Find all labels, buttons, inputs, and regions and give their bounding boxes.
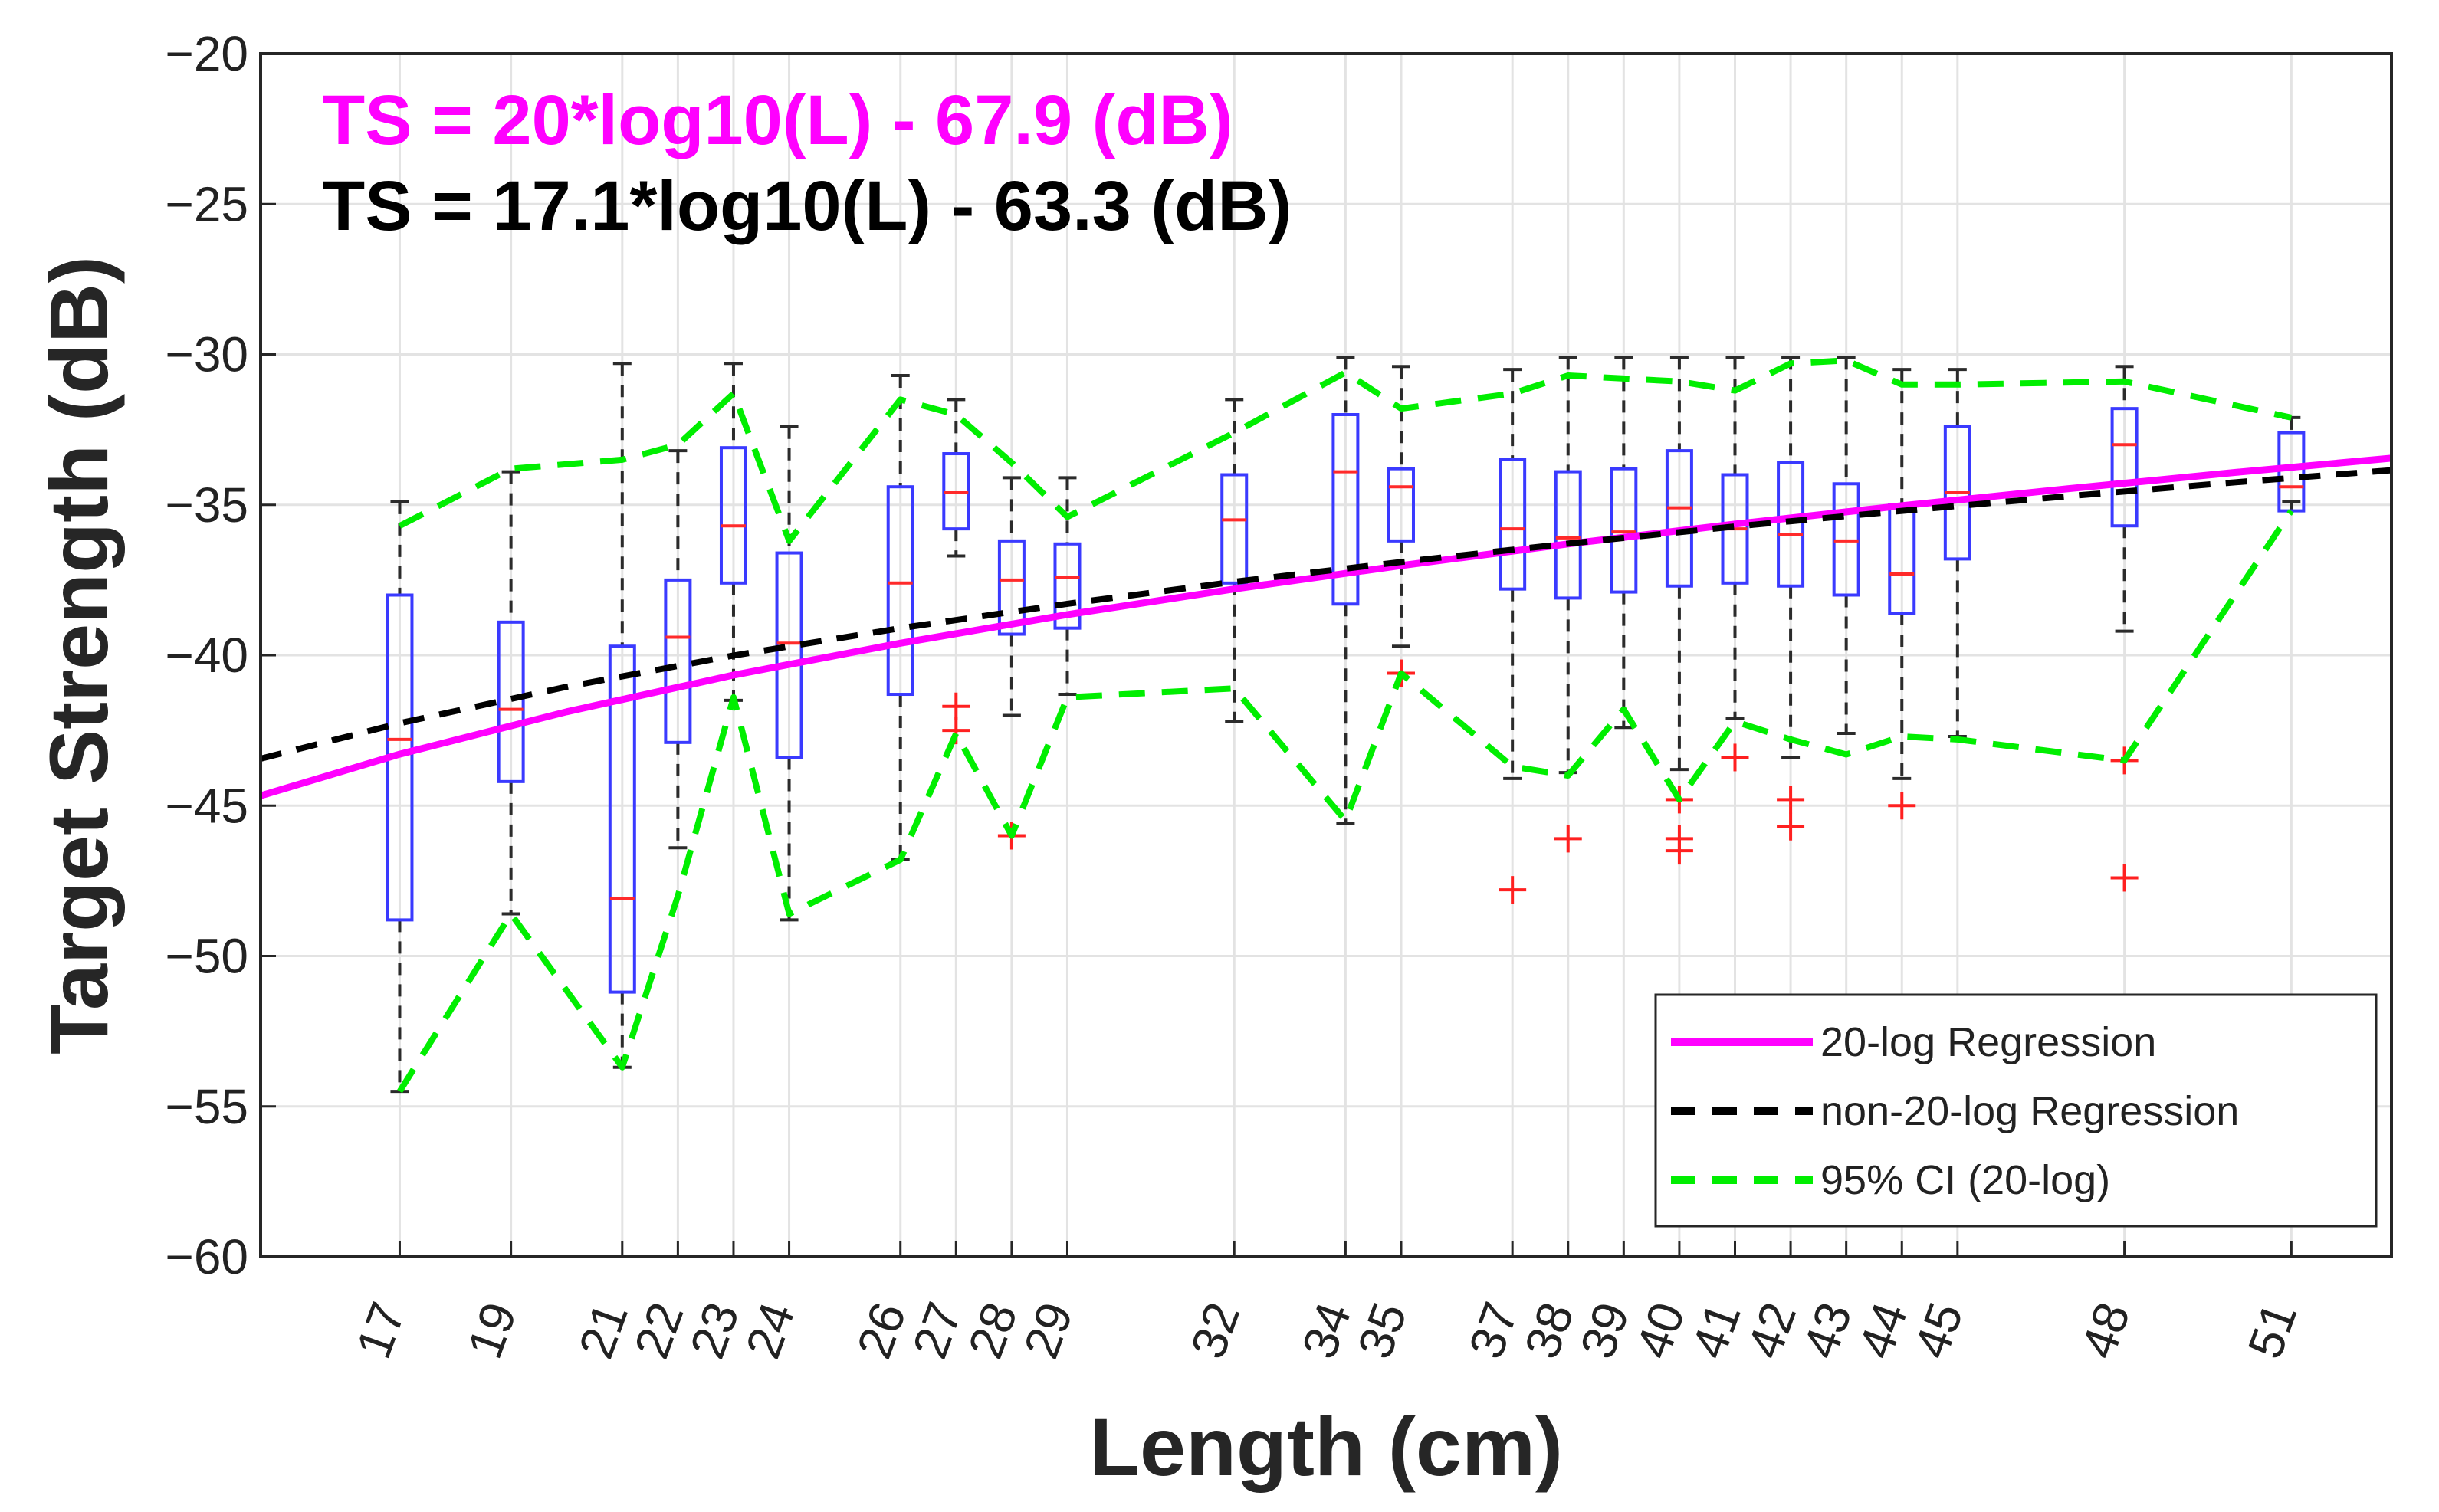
box-group [1053, 476, 1082, 697]
box-iqr [1554, 470, 1582, 600]
box-group [1331, 356, 1360, 825]
box-iqr [497, 620, 525, 783]
box-group [497, 470, 525, 916]
box-group [1777, 356, 1805, 841]
y-tick-label: −40 [165, 628, 248, 683]
y-tick-label: −50 [165, 929, 248, 984]
box-iqr [886, 485, 914, 697]
y-tick-label: −45 [165, 778, 248, 833]
box-group [1832, 356, 1860, 736]
box-group [775, 425, 803, 922]
box-group [664, 449, 692, 850]
legend: 20-log Regression non-20-log Regression … [1654, 993, 2378, 1228]
legend-label-20log: 20-log Regression [1820, 1019, 2156, 1065]
series-20-log-regression [259, 454, 2392, 799]
series-non-20-log-regression [260, 467, 2392, 762]
box-iqr [664, 578, 692, 744]
box-iqr [1499, 458, 1527, 591]
box-group [1610, 356, 1638, 730]
box-iqr [608, 644, 636, 994]
box-iqr [1777, 461, 1805, 588]
regression-equation-non20log: TS = 17.1*log10(L) - 63.3 (dB) [322, 167, 1292, 245]
box-iqr [997, 539, 1026, 636]
box-iqr [1387, 467, 1415, 543]
box-iqr [1331, 413, 1360, 606]
box-group [1943, 368, 1971, 738]
y-tick-label: −55 [165, 1079, 248, 1134]
y-tick-label: −35 [165, 477, 248, 533]
series-95-ci-20-log [398, 357, 2293, 544]
box-group [1554, 356, 1582, 853]
box-group [1499, 368, 1527, 904]
box-iqr [1665, 449, 1693, 588]
regression-equation-20log: TS = 20*log10(L) - 67.9 (dB) [322, 81, 1233, 159]
box-iqr [2110, 407, 2139, 528]
series-layer [259, 357, 2392, 1094]
legend-label-ci: 95% CI (20-log) [1820, 1157, 2110, 1203]
x-axis-title: Length (cm) [1089, 1400, 1563, 1493]
y-tick-label: −60 [165, 1229, 248, 1284]
legend-label-non20log: non-20-log Regression [1820, 1088, 2239, 1134]
box-group [608, 362, 636, 1069]
box-iqr [1053, 542, 1082, 630]
box-iqr [775, 551, 803, 759]
y-tick-label: −30 [165, 327, 248, 382]
series-95-ci-20-log-lower [397, 509, 2294, 1094]
box-group [997, 476, 1026, 850]
y-axis-title: Target Strength (dB) [32, 256, 125, 1054]
box-iqr [719, 446, 747, 585]
box-iqr [1220, 473, 1249, 585]
box-group [1665, 356, 1693, 865]
y-tick-label: −25 [165, 176, 248, 231]
box-group [1220, 398, 1249, 723]
y-tick-label: −20 [165, 26, 248, 81]
